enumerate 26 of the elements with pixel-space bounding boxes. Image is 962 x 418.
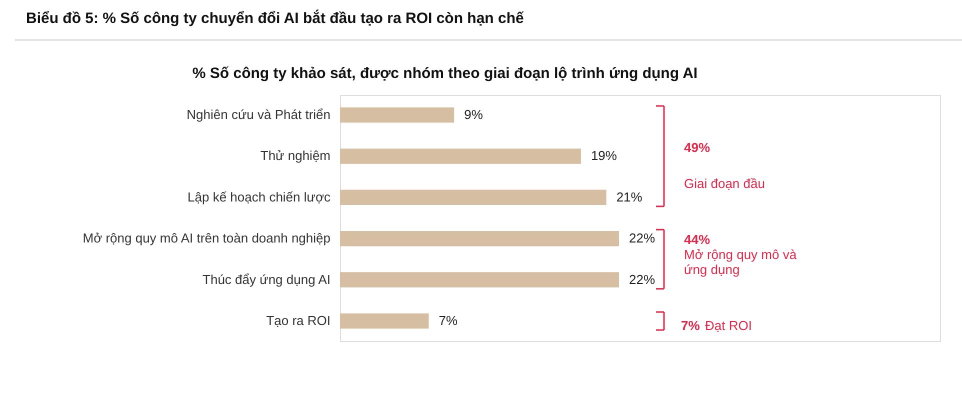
bar bbox=[340, 107, 454, 123]
bar bbox=[340, 272, 619, 288]
data-label: 22% bbox=[629, 230, 656, 246]
y-tick-label: Nghiên cứu và Phát triển bbox=[186, 106, 330, 122]
chart-title: Biểu đồ 5: % Số công ty chuyển đổi AI bắt đầu tạo ra ROI còn hạn chế bbox=[26, 9, 524, 27]
data-label: 21% bbox=[616, 189, 643, 204]
data-label: 9% bbox=[464, 106, 484, 122]
text: Giai đoạn đầu bbox=[684, 176, 765, 191]
text: 49% bbox=[684, 140, 710, 155]
y-tick-label: Mở rộng quy mô AI trên toàn doanh nghiệp bbox=[82, 230, 330, 246]
chart-subtitle: % Số công ty khảo sát, được nhóm theo giai đoạn lộ trình ứng dụng AI bbox=[192, 65, 698, 82]
text: 7% bbox=[681, 318, 700, 333]
y-tick-label: Thúc đẩy ứng dụng AI bbox=[202, 272, 330, 287]
data-label: 7% bbox=[438, 313, 458, 328]
text: 44% bbox=[684, 232, 710, 247]
data-label: 19% bbox=[590, 148, 618, 164]
y-tick-label: Lập kế hoạch chiến lược bbox=[188, 189, 331, 204]
y-tick-label: Tạo ra ROI bbox=[266, 313, 330, 328]
bar bbox=[340, 190, 606, 206]
y-tick-label: Thử nghiệm bbox=[260, 148, 330, 164]
text: Mở rộng quy mô và ứng dụng bbox=[684, 247, 798, 277]
data-label: 22% bbox=[629, 272, 656, 287]
text: Đạt ROI bbox=[705, 318, 752, 333]
bar bbox=[340, 230, 619, 246]
bar bbox=[340, 148, 581, 164]
bar bbox=[340, 313, 429, 329]
